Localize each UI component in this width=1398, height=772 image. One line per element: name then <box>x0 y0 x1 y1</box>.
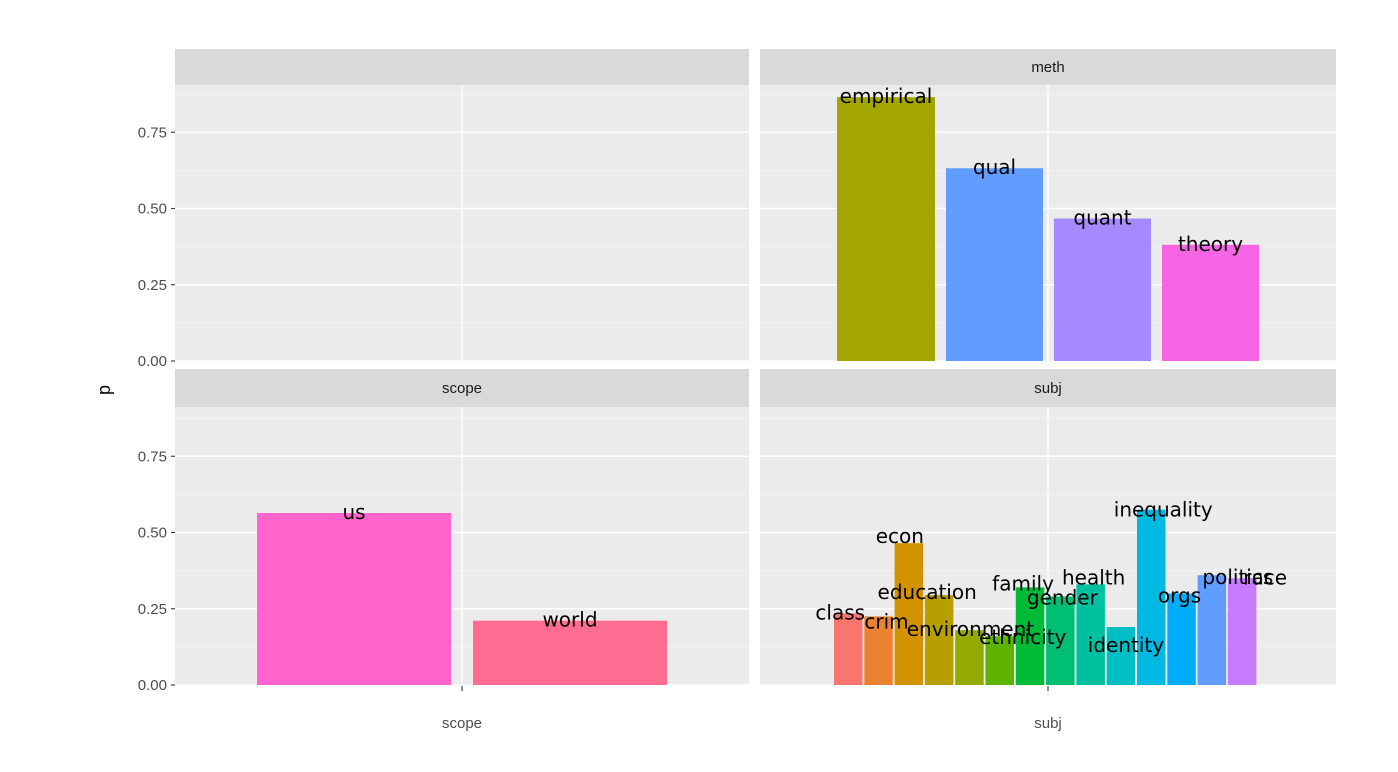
bar-quant <box>1054 218 1151 361</box>
panel-blank: 0.00 0.25 0.50 0.75 <box>138 49 749 370</box>
strip-label: meth <box>1031 59 1064 76</box>
bar-label-world: world <box>542 608 597 632</box>
bar-label-empirical: empirical <box>840 84 933 108</box>
y-tick-label: 0.50 <box>138 525 167 542</box>
bar-gender <box>1046 596 1075 685</box>
bar-label-ethnicity: ethnicity <box>979 625 1066 649</box>
bar-label-orgs: orgs <box>1158 584 1201 608</box>
bar-label-race: race <box>1243 565 1287 589</box>
y-tick-label: 0.25 <box>138 601 167 618</box>
panel-scope: scope us world 0.00 0.25 0.50 0.75 scope <box>138 369 749 732</box>
bar-label-us: us <box>342 500 365 524</box>
y-tick-label: 0.75 <box>138 124 167 141</box>
bar-crim <box>864 616 893 685</box>
bar-label-crim: crim <box>864 609 908 633</box>
panel-meth: meth empirical qual quant theory <box>760 49 1336 362</box>
bar-qual <box>946 168 1043 361</box>
bar-environment <box>955 630 984 685</box>
bar-label-gender: gender <box>1027 586 1099 610</box>
y-tick-label: 0.50 <box>138 201 167 218</box>
strip-background <box>175 49 749 85</box>
bar-education <box>924 595 954 685</box>
bar-health <box>1076 584 1105 685</box>
bar-label-quant: quant <box>1073 206 1131 230</box>
bar-ethnicity <box>985 636 1014 685</box>
strip-background <box>760 369 1336 407</box>
bar-class <box>834 613 863 685</box>
strip-background <box>760 49 1336 85</box>
y-axis-title: p <box>94 385 114 395</box>
x-tick-label: scope <box>442 715 482 732</box>
bar-label-econ: econ <box>876 524 924 548</box>
x-tick-label: subj <box>1034 715 1062 732</box>
bar-us <box>257 512 451 685</box>
bar-label-inequality: inequality <box>1114 498 1213 522</box>
y-tick-label: 0.00 <box>138 677 167 694</box>
bar-family <box>1015 587 1045 685</box>
y-tick-label: 0.00 <box>138 353 167 370</box>
bar-inequality <box>1137 509 1166 685</box>
bar-label-education: education <box>878 580 977 604</box>
bar-politics <box>1197 575 1227 685</box>
strip-background <box>175 369 749 407</box>
bar-race <box>1227 578 1257 685</box>
bar-world <box>473 620 667 685</box>
strip-label: subj <box>1034 380 1062 397</box>
bar-label-health: health <box>1062 565 1125 589</box>
panel-subj: subj class crim econ education environmenteth… <box>760 369 1336 732</box>
bar-label-qual: qual <box>973 155 1016 179</box>
y-tick-label: 0.25 <box>138 277 167 294</box>
bar-theory <box>1162 244 1259 361</box>
bar-label-identity: identity <box>1088 633 1164 657</box>
bar-label-environment: environment <box>907 617 1035 641</box>
bar-label-politics: politics <box>1202 565 1273 589</box>
bar-label-theory: theory <box>1178 232 1243 256</box>
strip-label: scope <box>442 380 482 397</box>
bar-label-class: class <box>815 600 865 624</box>
bar-label-family: family <box>992 571 1054 595</box>
bar-empirical <box>837 97 935 362</box>
bar-econ <box>894 543 924 685</box>
bar-identity <box>1106 627 1136 685</box>
y-tick-label: 0.75 <box>138 448 167 465</box>
bar-orgs <box>1167 593 1196 685</box>
